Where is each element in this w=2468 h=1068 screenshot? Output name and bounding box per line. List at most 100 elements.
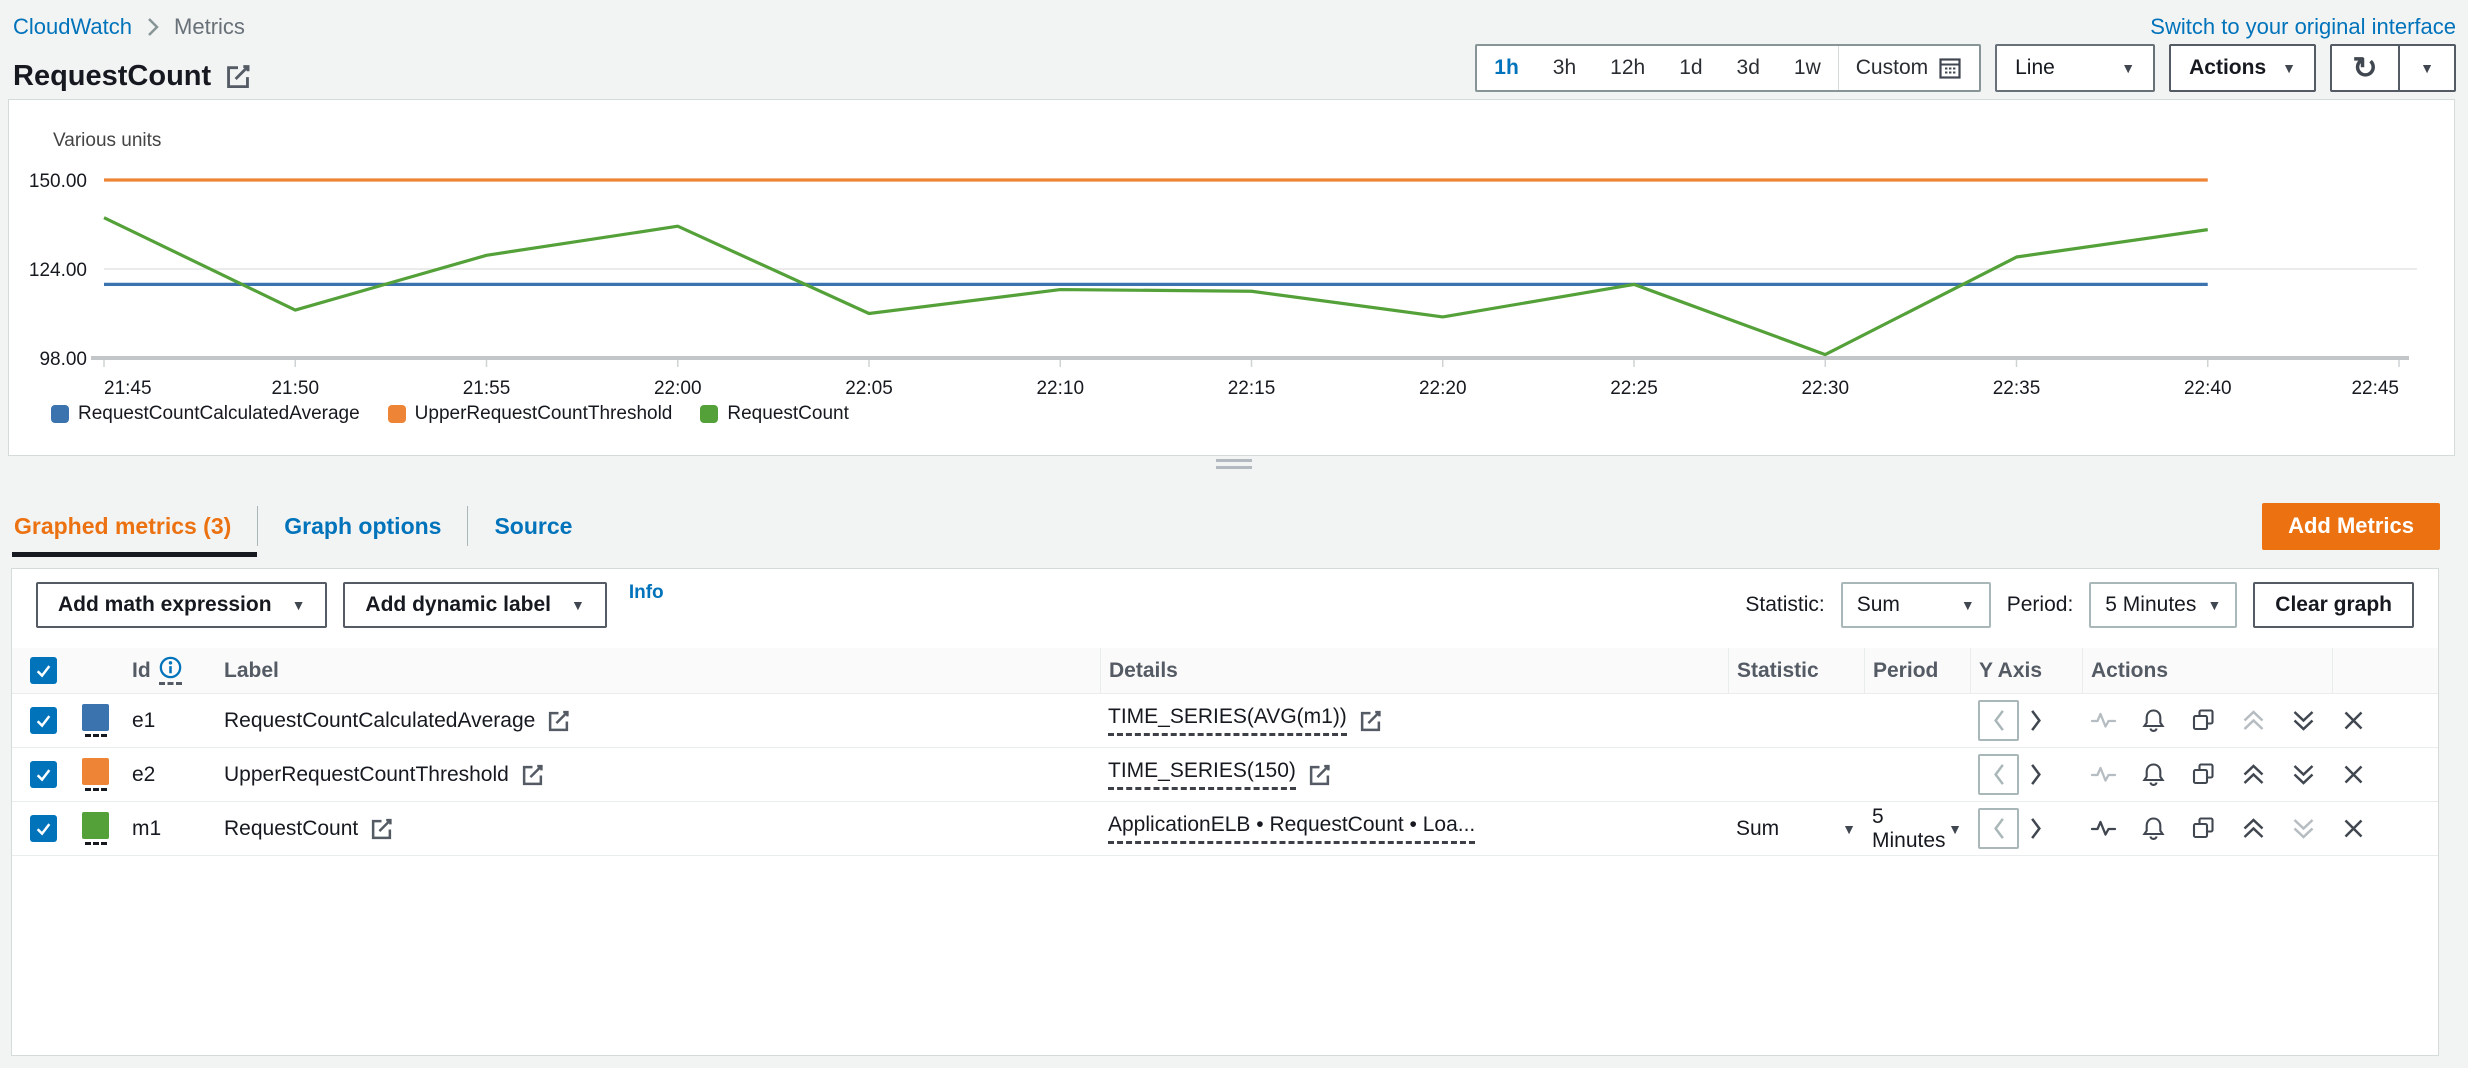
metric-label: RequestCount [224, 816, 359, 840]
time-range-custom-button[interactable]: Custom [1837, 46, 1979, 90]
svg-text:22:15: 22:15 [1228, 378, 1276, 399]
statistic-select[interactable]: Sum ▼ [1840, 582, 1991, 628]
move-down-icon[interactable] [2290, 761, 2317, 788]
chart-type-select[interactable]: Line ▼ [1995, 44, 2156, 92]
edit-label-icon[interactable] [547, 709, 570, 732]
row-statistic-select[interactable]: Sum ▼ [1736, 817, 1856, 841]
edit-title-icon[interactable] [225, 63, 251, 89]
add-math-expression-label: Add math expression [58, 593, 272, 616]
series-color-swatch-e2[interactable] [82, 758, 109, 791]
edit-label-icon[interactable] [521, 763, 544, 786]
series-color-swatch-m1[interactable] [82, 812, 109, 845]
svg-text:22:40: 22:40 [2184, 378, 2232, 399]
time-range-3h-button[interactable]: 3h [1552, 56, 1577, 79]
breadcrumb-cloudwatch-link[interactable]: CloudWatch [13, 14, 133, 39]
clear-graph-button[interactable]: Clear graph [2253, 582, 2414, 628]
refresh-icon[interactable]: ↻ [2352, 51, 2378, 85]
move-up-icon[interactable] [2240, 815, 2267, 842]
column-header-y-axis: Y Axis [1970, 648, 2082, 693]
duplicate-icon[interactable] [2190, 761, 2217, 788]
view-metric-icon [2090, 707, 2117, 734]
series-color-swatch-e1[interactable] [82, 704, 109, 737]
legend-item-RequestCount[interactable]: RequestCount [700, 403, 849, 425]
y-axis-left-button[interactable] [1978, 808, 2019, 849]
actions-button[interactable]: Actions ▼ [2169, 44, 2316, 92]
period-select[interactable]: 5 Minutes ▼ [2089, 582, 2238, 628]
move-down-icon[interactable] [2290, 707, 2317, 734]
info-circle-icon[interactable] [158, 656, 182, 685]
edit-label-icon[interactable] [370, 817, 393, 840]
create-alarm-icon[interactable] [2140, 815, 2167, 842]
select-all-checkbox[interactable] [29, 657, 57, 684]
row-statistic-value: Sum [1736, 816, 1780, 840]
tab-graph-options[interactable]: Graph options [284, 512, 442, 539]
remove-icon[interactable] [2340, 815, 2367, 842]
switch-interface-link[interactable]: Switch to your original interface [2150, 14, 2456, 39]
graphed-metrics-panel: Add math expression ▼ Add dynamic label … [11, 568, 2439, 1056]
y-axis-right-button[interactable] [2028, 762, 2044, 787]
svg-text:22:30: 22:30 [1801, 378, 1849, 399]
add-dynamic-label-button[interactable]: Add dynamic label ▼ [343, 582, 607, 628]
row-checkbox-e2[interactable] [29, 761, 57, 788]
refresh-options-button[interactable]: ▼ [2398, 46, 2454, 90]
time-range-12h-button[interactable]: 12h [1610, 56, 1646, 79]
y-axis-left-button[interactable] [1978, 700, 2019, 741]
metric-details-link[interactable]: TIME_SERIES(AVG(m1)) [1108, 705, 1347, 736]
remove-icon[interactable] [2340, 707, 2367, 734]
move-up-icon[interactable] [2240, 761, 2267, 788]
time-range-1h-button[interactable]: 1h [1494, 56, 1519, 79]
page-title: RequestCount [13, 59, 212, 92]
view-metric-icon[interactable] [2090, 815, 2117, 842]
period-label: Period: [2006, 593, 2074, 616]
custom-label: Custom [1855, 56, 1929, 79]
chevron-down-icon: ▼ [2420, 60, 2434, 76]
create-alarm-icon[interactable] [2140, 707, 2167, 734]
add-metrics-button[interactable]: Add Metrics [2262, 502, 2440, 550]
swatch-dashed-underline [84, 842, 107, 845]
y-axis-right-button[interactable] [2028, 816, 2044, 841]
tab-source[interactable]: Source [494, 512, 573, 539]
color-swatch [82, 758, 109, 785]
column-header-details: Details [1100, 648, 1728, 693]
table-row-e2: e2 UpperRequestCountThreshold TIME_SERIES(… [12, 748, 2438, 802]
row-period-select[interactable]: 5 Minutes ▼ [1872, 805, 1962, 853]
metric-label: RequestCountCalculatedAverage [224, 708, 536, 732]
swatch-dashed-underline [84, 788, 107, 791]
remove-icon[interactable] [2340, 761, 2367, 788]
time-range-3d-button[interactable]: 3d [1736, 56, 1760, 79]
legend-item-RequestCountCalculatedAverage[interactable]: RequestCountCalculatedAverage [51, 403, 360, 425]
time-range-1w-button[interactable]: 1w [1793, 56, 1821, 79]
svg-text:150.00: 150.00 [29, 171, 87, 192]
metrics-line-chart[interactable]: 150.00 124.00 98.00 21:45 21:50 21:55 22:00 22:… [9, 160, 2456, 410]
duplicate-icon[interactable] [2190, 707, 2217, 734]
chart-panel: Various units 150.00 124.00 98.00 21:45 21:5… [8, 99, 2455, 456]
chevron-down-icon: ▼ [1960, 597, 1975, 613]
tab-divider [257, 506, 259, 546]
actions-label: Actions [2189, 56, 2267, 79]
legend-color-chip [387, 405, 406, 423]
add-math-expression-button[interactable]: Add math expression ▼ [36, 582, 328, 628]
legend-item-UpperRequestCountThreshold[interactable]: UpperRequestCountThreshold [387, 403, 672, 425]
column-header-id[interactable]: Id [132, 658, 151, 682]
create-alarm-icon[interactable] [2140, 761, 2167, 788]
row-checkbox-e1[interactable] [29, 707, 57, 734]
row-checkbox-m1[interactable] [29, 815, 57, 842]
metric-details-link[interactable]: ApplicationELB • RequestCount • Loa... [1108, 813, 1476, 844]
edit-details-icon[interactable] [1308, 763, 1331, 786]
y-axis-right-button[interactable] [2028, 708, 2044, 733]
time-range-1d-button[interactable]: 1d [1679, 56, 1703, 79]
chevron-down-icon: ▼ [2121, 60, 2136, 76]
table-header-row: Id Label Details Statistic Period Y Axis… [12, 648, 2438, 694]
color-swatch [82, 704, 109, 731]
info-link[interactable]: Info [628, 582, 664, 603]
resize-handle[interactable] [1216, 459, 1252, 473]
metric-details-link[interactable]: TIME_SERIES(150) [1108, 759, 1296, 790]
column-header-statistic: Statistic [1728, 648, 1864, 693]
tab-graphed-metrics-3[interactable]: Graphed metrics (3) [12, 497, 258, 557]
row-period-value: 5 Minutes [1872, 804, 1946, 852]
breadcrumb-current: Metrics [174, 14, 245, 39]
y-axis-left-button[interactable] [1978, 754, 2019, 795]
edit-details-icon[interactable] [1359, 709, 1382, 732]
duplicate-icon[interactable] [2190, 815, 2217, 842]
svg-text:22:05: 22:05 [845, 378, 893, 399]
